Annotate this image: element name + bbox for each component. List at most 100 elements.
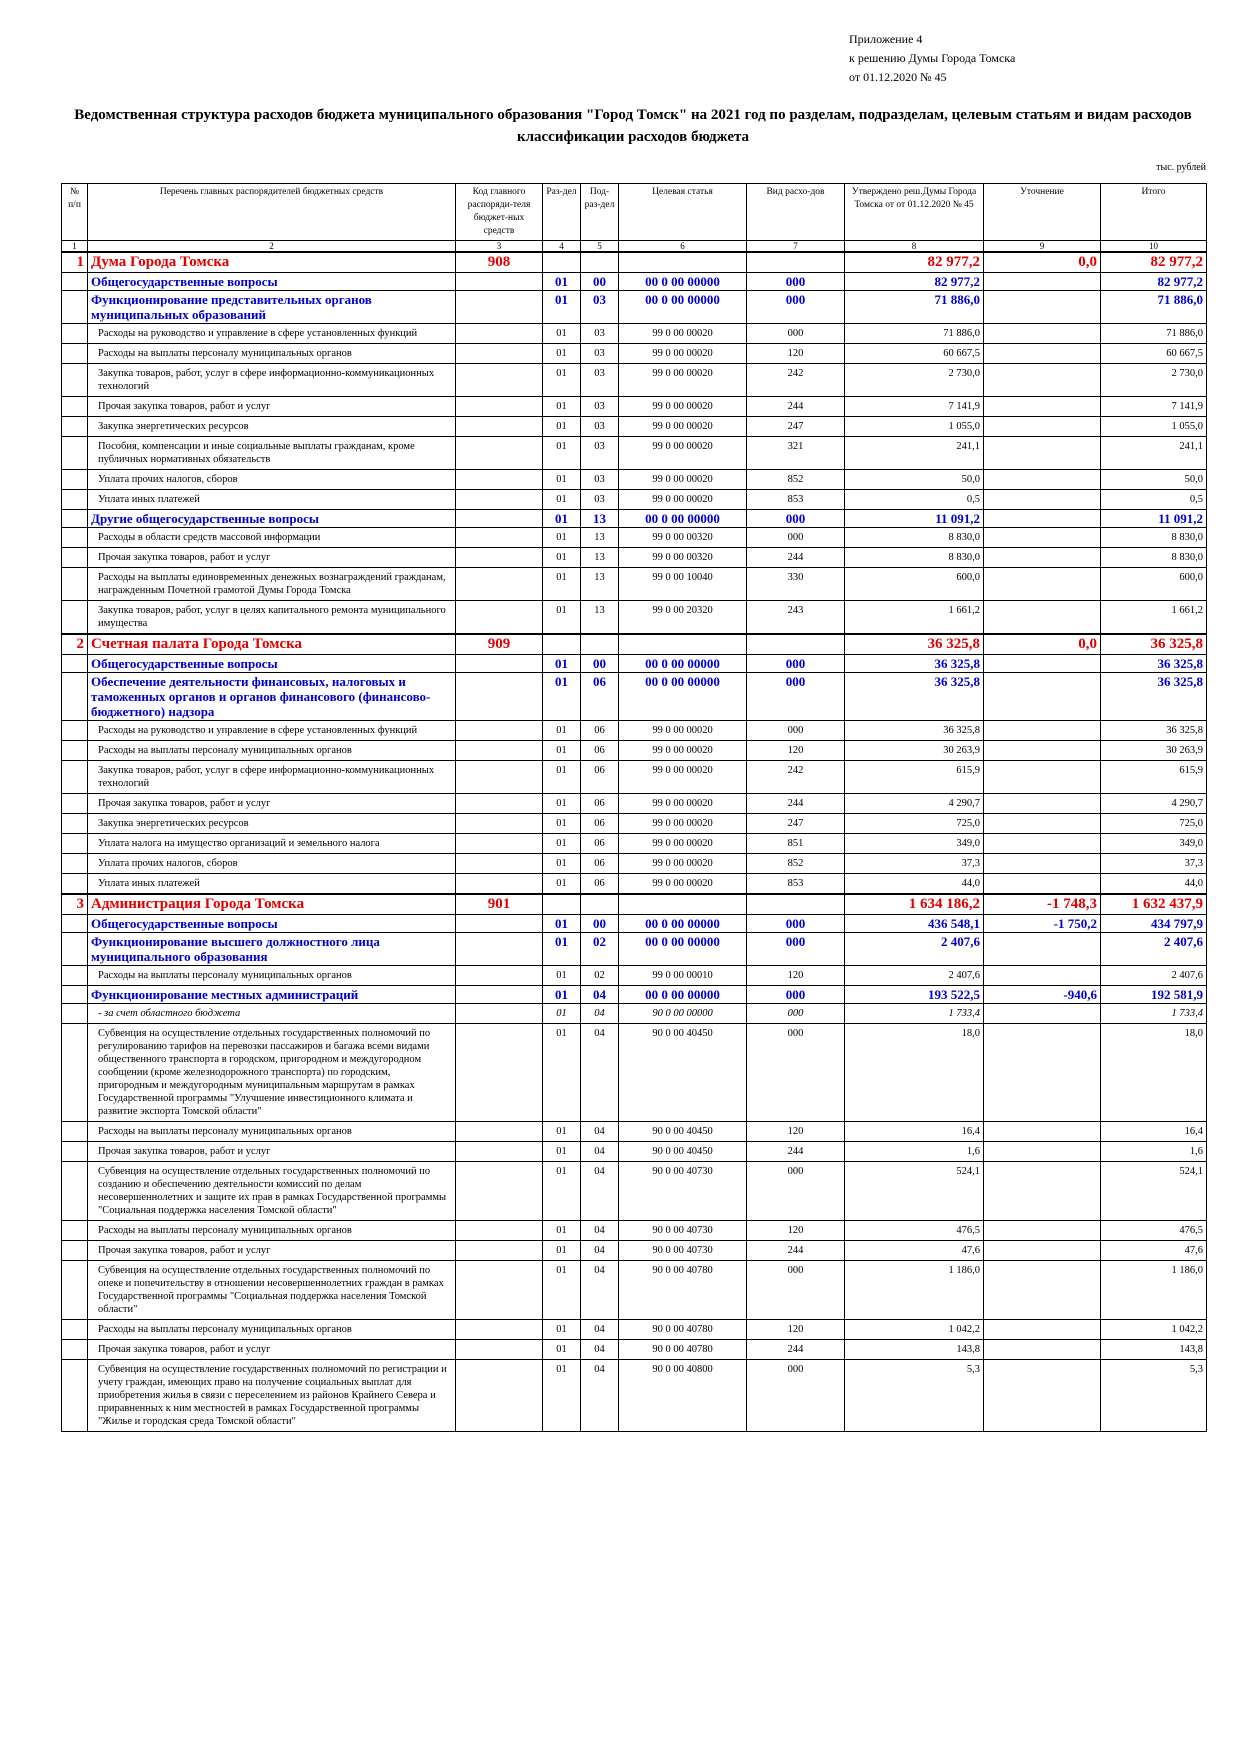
table-cell: 04 [580,1121,619,1142]
table-cell: 01 [542,932,581,966]
table-cell: 247 [746,813,845,834]
column-number: 1 [61,240,88,253]
table-cell [455,1359,543,1432]
table-row: Общегосударственные вопросы 01 00 00 0 00 0… [61,272,1207,291]
column-number-row: 1 2 3 4 5 6 7 8 9 10 [61,240,1207,253]
column-header: Код главного распоряди-теля бюджет-ных с… [455,183,543,241]
table-cell: 000 [746,1003,845,1024]
table-row: Общегосударственные вопросы 01 00 00 0 00 0… [61,914,1207,933]
table-cell [983,343,1101,364]
table-row: 1 Дума Города Томска 908 82 977,2 0,0 82 977,… [61,251,1207,273]
table-cell [61,813,88,834]
table-cell [983,567,1101,601]
table-cell: 06 [580,720,619,741]
table-cell [61,436,88,470]
table-cell [983,1319,1101,1340]
table-cell: 36 325,8 [844,720,984,741]
table-cell: 01 [542,469,581,490]
table-cell: 06 [580,833,619,854]
table-cell: 242 [746,760,845,794]
table-cell [983,833,1101,854]
table-row: Расходы на выплаты персоналу муниципальн… [61,343,1207,364]
table-cell: 1 042,2 [1100,1319,1207,1340]
table-cell: Расходы на руководство и управление в сф… [87,323,456,344]
table-cell [61,1359,88,1432]
table-cell: 909 [455,633,543,655]
table-cell: -1 748,3 [983,893,1101,915]
table-cell: Прочая закупка товаров, работ и услуг [87,547,456,568]
table-cell: 852 [746,853,845,874]
table-cell [983,600,1101,635]
table-cell [61,343,88,364]
table-cell: 000 [746,272,845,291]
table-cell [61,547,88,568]
table-cell: 04 [580,985,619,1004]
table-cell [61,567,88,601]
table-cell: 193 522,5 [844,985,984,1004]
table-cell: 1 661,2 [1100,600,1207,635]
table-cell [61,1121,88,1142]
note-line: к решению Думы Города Томска [849,51,1016,65]
table-cell: 0,0 [983,251,1101,273]
table-cell: Субвенция на осуществление отдельных гос… [87,1260,456,1320]
table-cell [455,1319,543,1340]
table-cell: 000 [746,720,845,741]
table-cell [618,893,747,915]
table-cell: 82 977,2 [844,272,984,291]
table-cell [61,672,88,721]
table-cell: 71 886,0 [1100,290,1207,324]
table-cell [61,853,88,874]
table-cell: Расходы на выплаты персоналу муниципальн… [87,1121,456,1142]
table-cell: 90 0 00 40450 [618,1023,747,1122]
table-cell [61,720,88,741]
table-cell: 01 [542,1220,581,1241]
table-cell: 99 0 00 00020 [618,740,747,761]
table-cell: 16,4 [1100,1121,1207,1142]
table-cell: 50,0 [844,469,984,490]
table-row: Уплата прочих налогов, сборов 01 03 99 0 00… [61,469,1207,490]
table-cell: 5,3 [844,1359,984,1432]
table-cell [455,1023,543,1122]
table-cell: 99 0 00 00020 [618,489,747,510]
table-cell [455,1339,543,1360]
table-cell: 99 0 00 00020 [618,760,747,794]
table-cell: Администрация Города Томска [87,893,456,915]
table-cell: 247 [746,416,845,437]
table-cell: 01 [542,1023,581,1122]
table-cell [983,1240,1101,1261]
document-title: Ведомственная структура расходов бюджета… [74,107,1192,145]
table-cell: 01 [542,509,581,528]
table-cell: 000 [746,1161,845,1221]
table-cell [455,547,543,568]
table-cell: 03 [580,363,619,397]
table-cell: 000 [746,654,845,673]
table-cell: 01 [542,1319,581,1340]
table-cell: 120 [746,1121,845,1142]
table-cell [746,251,845,273]
table-cell: 1 [61,251,88,273]
table-cell: Расходы на выплаты персоналу муниципальн… [87,343,456,364]
table-cell [618,633,747,655]
table-cell [983,1260,1101,1320]
table-cell: Дума Города Томска [87,251,456,273]
table-cell: 01 [542,985,581,1004]
table-row: - за счет областного бюджета 01 04 90 0 00 … [61,1003,1207,1024]
table-cell: 01 [542,1359,581,1432]
table-cell: 99 0 00 00020 [618,813,747,834]
table-cell: Субвенция на осуществление государственн… [87,1359,456,1432]
table-cell: 908 [455,251,543,273]
table-cell: 47,6 [844,1240,984,1261]
table-cell: 30 263,9 [1100,740,1207,761]
table-cell: 615,9 [844,760,984,794]
table-cell: 01 [542,567,581,601]
table-cell [983,793,1101,814]
table-cell: Расходы на выплаты персоналу муниципальн… [87,1220,456,1241]
table-cell [455,363,543,397]
table-cell: 04 [580,1359,619,1432]
table-cell: 01 [542,853,581,874]
table-cell: 244 [746,396,845,417]
table-cell: 03 [580,416,619,437]
table-cell [983,436,1101,470]
table-cell [455,932,543,966]
table-cell [61,740,88,761]
